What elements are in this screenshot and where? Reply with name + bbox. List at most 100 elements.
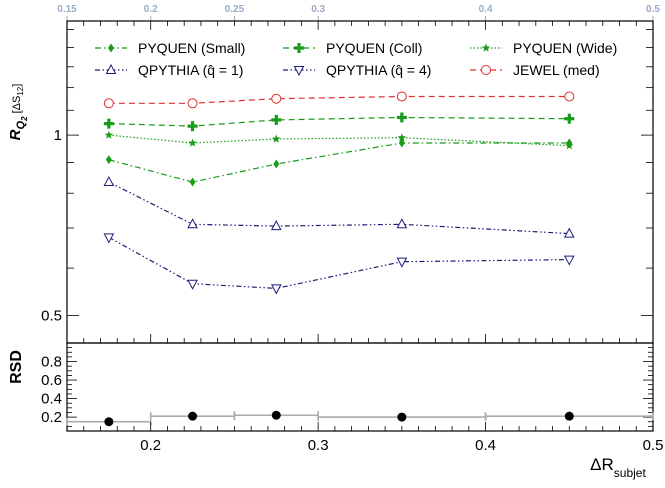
series-qpythia-q-4-line	[108, 236, 570, 290]
series-qpythia-q-1-point-shape	[103, 175, 115, 187]
x-axis-label: ΔRsubjet	[590, 455, 646, 480]
series-pyquen-small-point-shape	[105, 155, 112, 165]
series-pyquen-small-point	[105, 155, 112, 165]
series-pyquen-small-point	[398, 138, 405, 148]
legend-pyquen-wide-marker-shape	[481, 43, 491, 52]
series-qpythia-q-1-point	[187, 218, 198, 229]
series-pyquen-small-point-shape	[273, 159, 280, 169]
y-tick-label: 0.5	[41, 308, 62, 325]
x-label-main: ΔR	[590, 455, 614, 474]
legend-pyquen-wide-label: PYQUEN (Wide)	[513, 40, 617, 56]
series-qpythia-q-1-point-shape	[187, 218, 198, 229]
series-pyquen-coll-point	[187, 121, 198, 132]
series-pyquen-wide-point	[397, 133, 407, 142]
series-jewel-med-point	[103, 98, 114, 109]
y-tick-label: 1	[54, 127, 62, 144]
rsd-point	[188, 411, 198, 421]
y-label-q: Q	[15, 120, 27, 129]
top-tick-label: 0.15	[57, 4, 77, 15]
series-qpythia-q-1-point	[103, 175, 115, 187]
y-axis-label: RQ2 [ΔS12]	[7, 84, 29, 141]
series-qpythia-q-1-point-shape	[563, 227, 575, 238]
ratio-panel-frame	[66, 342, 654, 432]
y-label-q-sub: 2	[20, 116, 29, 122]
legend-pyquen-small-label: PYQUEN (Small)	[138, 40, 245, 56]
legend-pyquen-coll-marker	[294, 43, 304, 53]
series-pyquen-wide-point-shape	[188, 138, 197, 147]
series-qpythia-q-1-point	[396, 218, 408, 229]
series-pyquen-wide-point-shape	[272, 134, 281, 143]
rsd-tick-label: 0.8	[41, 354, 62, 371]
series-qpythia-q-1-point	[270, 220, 282, 231]
series-qpythia-q-1-point-shape	[270, 220, 282, 231]
rsd-point	[104, 417, 114, 427]
top-tick-label: 0.5	[646, 4, 660, 15]
series-jewel-med-line	[108, 95, 570, 104]
legend-qpythia-q-4-marker	[293, 66, 305, 77]
legend-pyquen-coll-label: PYQUEN (Coll)	[326, 40, 422, 56]
series-pyquen-small-point-shape	[398, 138, 405, 148]
rsd-point	[397, 412, 407, 422]
series-pyquen-coll-point	[396, 112, 407, 123]
series-qpythia-q-4-point-shape	[187, 279, 198, 290]
legend-jewel-med-marker	[481, 65, 491, 75]
series-jewel-med-point	[396, 91, 407, 102]
x-tick-label: 0.2	[140, 437, 161, 454]
series-qpythia-q-1-point	[563, 227, 575, 238]
rsd-point	[271, 410, 281, 420]
legend-pyquen-wide-marker	[481, 43, 491, 52]
series-jewel-med-point	[271, 93, 282, 104]
legend-qpythia-q-4-marker-shape	[293, 66, 305, 77]
top-tick-label: 0.3	[311, 4, 325, 15]
series-jewel-med-point-shape	[271, 93, 282, 104]
series-pyquen-coll-point-shape	[274, 114, 278, 125]
series-qpythia-q-4-point	[187, 279, 198, 290]
series-group	[103, 91, 575, 295]
series-pyquen-wide-point-shape	[397, 133, 407, 142]
rsd-points	[66, 410, 654, 427]
legend-pyquen-small-marker-shape	[108, 43, 114, 53]
x-tick-label: 0.5	[643, 437, 664, 454]
series-pyquen-small-line	[108, 142, 570, 183]
series-qpythia-q-4-point	[396, 257, 408, 268]
legend-jewel-med-label: JEWEL (med)	[513, 62, 600, 78]
series-qpythia-q-4-point-shape	[270, 284, 282, 295]
y-label-close: ]	[11, 84, 23, 87]
series-qpythia-q-1-line	[108, 181, 570, 235]
legend-qpythia-q-4-label: QPYTHIA (q̂ = 4)	[326, 62, 431, 78]
series-qpythia-q-1-point-shape	[396, 218, 408, 229]
y-label-rest: [ΔS	[11, 96, 23, 117]
x-label-sub: subjet	[614, 466, 647, 480]
series-pyquen-wide-line	[108, 134, 570, 147]
series-qpythia-q-4-point-shape	[103, 233, 115, 244]
series-jewel-med-point	[564, 91, 575, 102]
legend: PYQUEN (Small) PYQUEN (Coll) PYQUEN (Wide)…	[95, 40, 617, 78]
series-pyquen-wide-point	[272, 134, 281, 143]
top-tick-label: 0.4	[479, 4, 493, 15]
rsd-axis-label: RSD	[8, 350, 25, 384]
top-tick-label: 0.25	[225, 4, 245, 15]
rsd-tick-label: 0.4	[41, 391, 62, 408]
series-pyquen-wide-point	[188, 138, 197, 147]
x-tick-label: 0.3	[308, 437, 329, 454]
legend-qpythia-q-1-label: QPYTHIA (q̂ = 1)	[138, 62, 243, 78]
series-jewel-med-point-shape	[103, 98, 114, 109]
y-label-rest-sub: 12	[16, 86, 25, 95]
series-pyquen-small-point	[189, 177, 196, 187]
series-jewel-med-point-shape	[187, 98, 198, 109]
rsd-tick-label: 0.6	[41, 372, 62, 389]
legend-qpythia-q-1-marker	[105, 63, 117, 74]
top-axis-ticks: 0.15 0.2 0.25 0.3 0.4 0.5	[57, 4, 660, 21]
legend-pyquen-coll-marker-shape	[297, 43, 301, 53]
main-y-axis: 0.51	[41, 29, 653, 325]
series-qpythia-q-4-point-shape	[563, 255, 575, 266]
series-pyquen-coll-point	[271, 114, 282, 125]
series-qpythia-q-4-point	[103, 233, 115, 244]
rsd-point	[564, 411, 574, 421]
series-jewel-med-point-shape	[396, 91, 407, 102]
series-pyquen-wide-point-shape	[104, 130, 114, 139]
main-panel: 0.51 PYQUEN (Small) PYQUEN (Coll) PYQUEN (…	[7, 20, 654, 344]
legend-pyquen-small-marker	[108, 43, 114, 53]
series-pyquen-coll-point-shape	[190, 121, 195, 132]
